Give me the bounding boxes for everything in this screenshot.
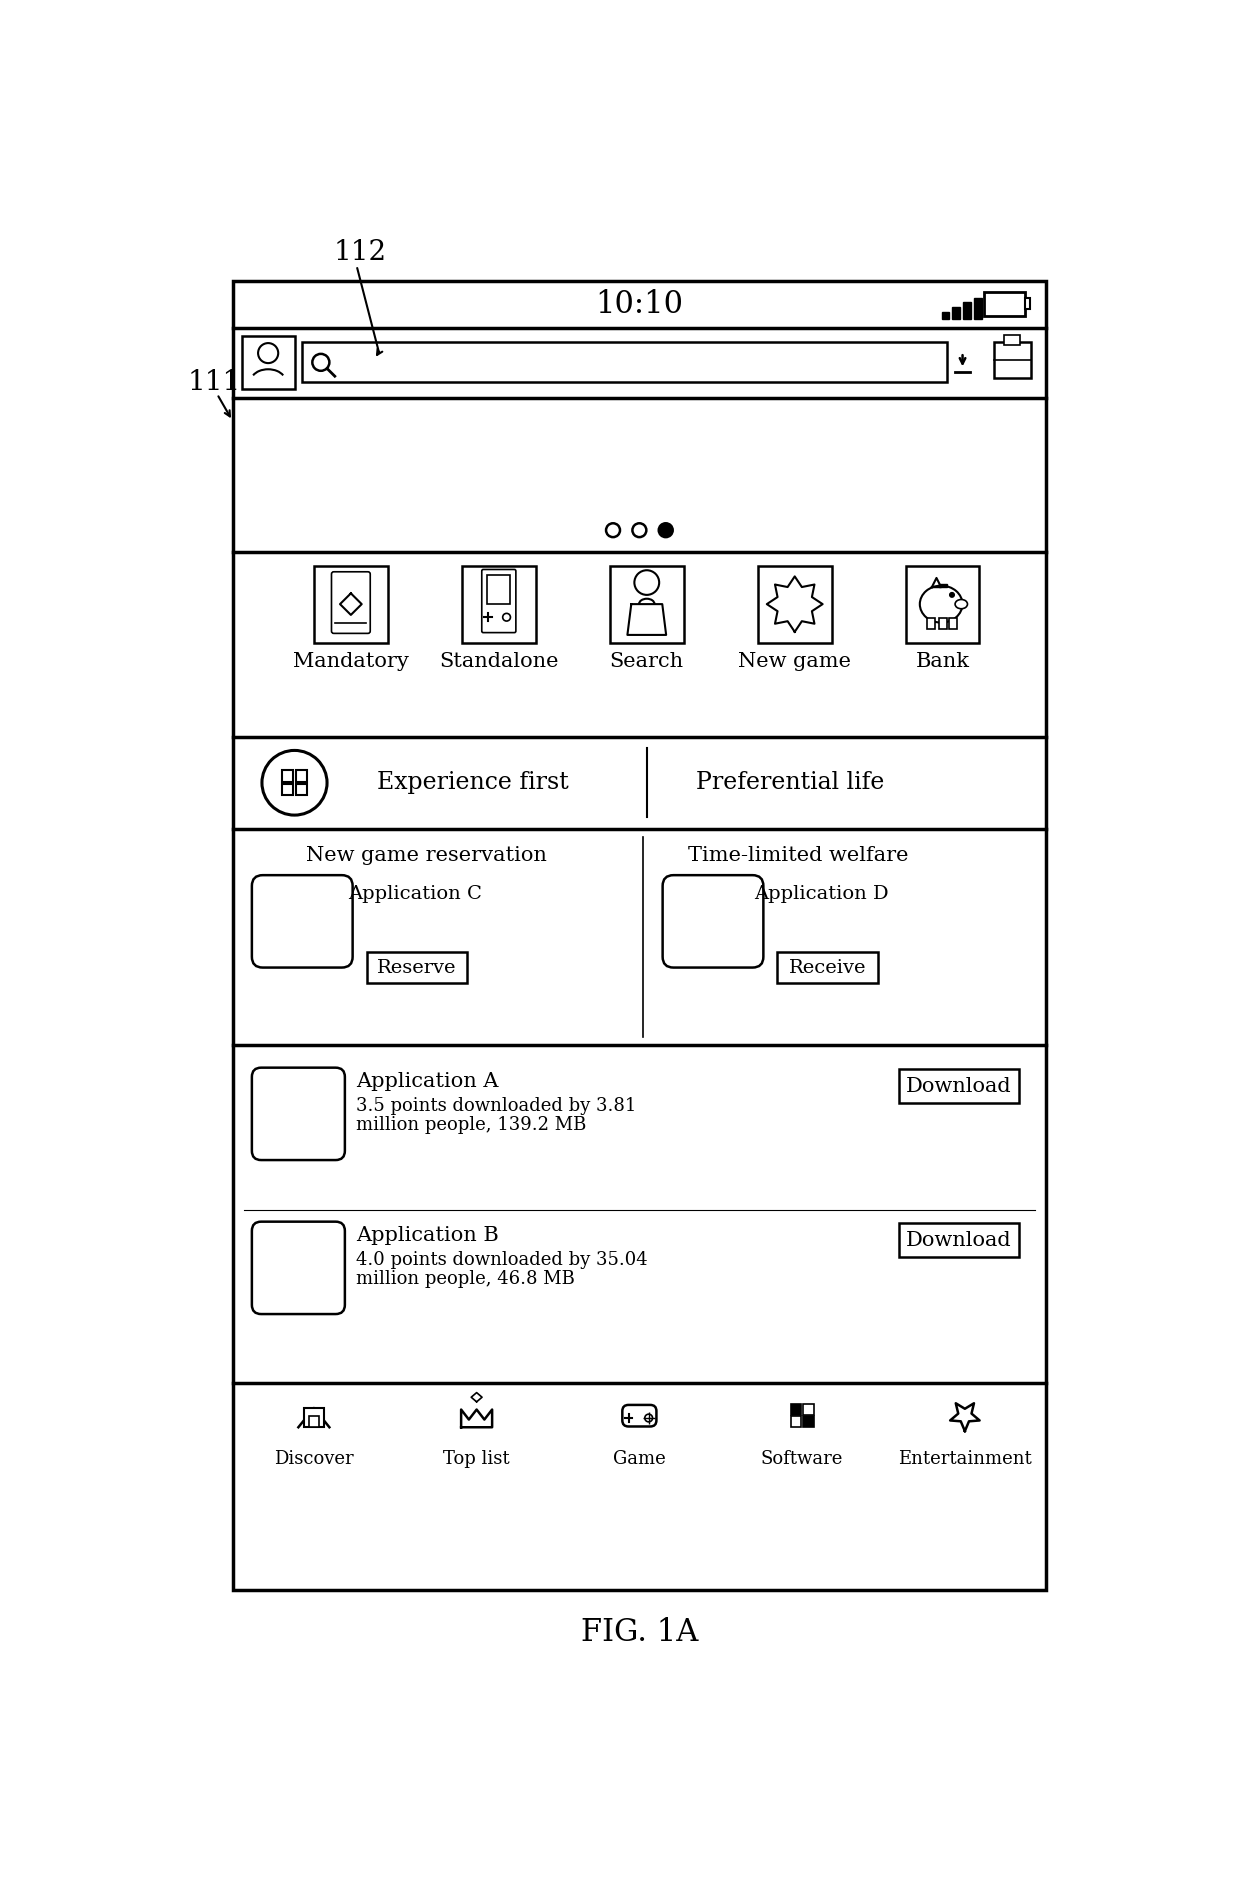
Bar — [295, 784, 308, 795]
Text: Download: Download — [906, 1077, 1012, 1096]
Circle shape — [635, 571, 660, 596]
Text: Receive: Receive — [789, 959, 867, 976]
Bar — [804, 1416, 813, 1427]
Text: Time-limited welfare: Time-limited welfare — [688, 847, 909, 866]
Bar — [309, 1416, 319, 1427]
Bar — [367, 952, 467, 984]
Bar — [949, 618, 956, 628]
Bar — [463, 565, 536, 643]
Text: Application D: Application D — [754, 885, 889, 904]
Bar — [975, 297, 982, 320]
Bar — [242, 337, 295, 388]
Bar — [304, 1408, 324, 1427]
Bar — [303, 343, 947, 383]
FancyBboxPatch shape — [252, 1068, 345, 1161]
Text: FIG. 1A: FIG. 1A — [580, 1616, 698, 1648]
Text: million people, 139.2 MB: million people, 139.2 MB — [357, 1115, 587, 1134]
Bar — [777, 952, 878, 984]
Text: Download: Download — [906, 1231, 1012, 1250]
FancyBboxPatch shape — [252, 875, 352, 967]
Text: 4.0 points downloaded by 35.04: 4.0 points downloaded by 35.04 — [357, 1250, 649, 1269]
Bar — [906, 565, 980, 643]
Circle shape — [262, 750, 327, 814]
Text: 10:10: 10:10 — [595, 289, 683, 320]
Text: Reserve: Reserve — [377, 959, 456, 976]
Bar — [952, 306, 960, 320]
Text: Experience first: Experience first — [377, 771, 569, 794]
Bar — [985, 291, 1024, 316]
Text: million people, 46.8 MB: million people, 46.8 MB — [357, 1269, 575, 1288]
Circle shape — [658, 523, 672, 537]
Circle shape — [950, 592, 955, 598]
Bar — [939, 584, 946, 588]
Bar — [899, 1224, 1019, 1258]
Bar — [928, 618, 935, 628]
Text: Mandatory: Mandatory — [293, 651, 409, 670]
Circle shape — [645, 1414, 652, 1422]
Bar — [281, 784, 294, 795]
Text: 112: 112 — [334, 240, 387, 266]
Text: Application B: Application B — [357, 1226, 500, 1245]
Bar — [487, 575, 511, 603]
FancyBboxPatch shape — [252, 1222, 345, 1315]
Bar — [791, 1416, 801, 1427]
Text: New game reservation: New game reservation — [306, 847, 547, 866]
Bar — [804, 1404, 813, 1416]
Text: Application A: Application A — [357, 1071, 498, 1090]
Text: 3.5 points downloaded by 3.81: 3.5 points downloaded by 3.81 — [357, 1098, 637, 1115]
Bar — [899, 1069, 1019, 1104]
Text: Bank: Bank — [915, 651, 970, 670]
Circle shape — [632, 523, 646, 537]
Bar — [993, 343, 1030, 377]
Text: Search: Search — [610, 651, 683, 670]
Bar — [281, 771, 294, 782]
Text: Software: Software — [761, 1450, 843, 1467]
Bar — [941, 312, 950, 320]
Bar — [1004, 335, 1019, 344]
Circle shape — [258, 343, 278, 363]
Text: Entertainment: Entertainment — [898, 1450, 1032, 1467]
FancyBboxPatch shape — [662, 875, 764, 967]
Text: Application C: Application C — [347, 885, 481, 904]
Text: Discover: Discover — [274, 1450, 353, 1467]
Bar — [791, 1404, 801, 1416]
FancyBboxPatch shape — [482, 569, 516, 632]
FancyBboxPatch shape — [622, 1404, 656, 1427]
Text: Game: Game — [613, 1450, 666, 1467]
Bar — [610, 565, 683, 643]
Circle shape — [502, 613, 511, 620]
Text: 111: 111 — [187, 369, 241, 396]
Bar — [939, 618, 946, 628]
Circle shape — [606, 523, 620, 537]
Text: Preferential life: Preferential life — [697, 771, 884, 794]
Bar — [758, 565, 832, 643]
Bar — [963, 303, 971, 320]
Bar — [314, 565, 388, 643]
Text: New game: New game — [738, 651, 851, 670]
Bar — [233, 282, 1047, 1589]
Ellipse shape — [955, 599, 967, 609]
Text: Standalone: Standalone — [439, 651, 558, 670]
Circle shape — [312, 354, 330, 371]
Text: Top list: Top list — [444, 1450, 510, 1467]
Ellipse shape — [920, 586, 962, 622]
Bar — [295, 771, 308, 782]
FancyBboxPatch shape — [331, 571, 371, 634]
Bar — [1024, 299, 1030, 308]
